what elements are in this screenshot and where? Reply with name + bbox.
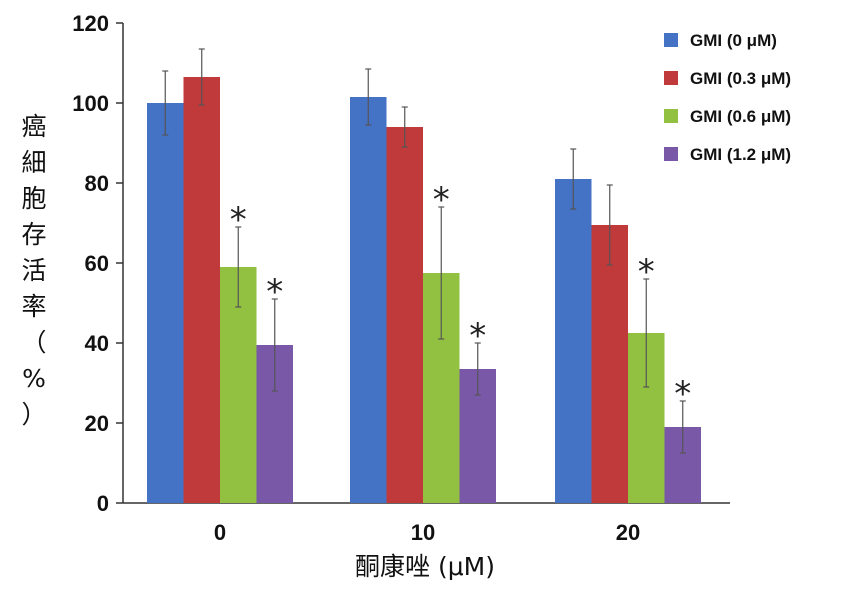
x-tick-label: 10 xyxy=(411,520,435,545)
legend-label: GMI (0.3 μM) xyxy=(690,69,791,88)
error-bars xyxy=(162,48,686,454)
bar xyxy=(386,127,423,503)
significance-star: * xyxy=(469,316,486,356)
y-axis-title-char: 存 xyxy=(21,220,46,249)
y-axis-title-char: ） xyxy=(21,400,46,429)
legend: GMI (0 μM) GMI (0.3 μM) GMI (0.6 μM) GMI (1… xyxy=(664,31,791,164)
y-tick-label: 40 xyxy=(85,331,109,356)
bars xyxy=(147,77,701,503)
legend-swatch xyxy=(664,109,678,123)
significance-markers: * * * * * * xyxy=(230,180,692,414)
bar xyxy=(591,225,628,503)
bar xyxy=(350,97,387,503)
bar xyxy=(147,103,184,503)
x-tick-label: 0 xyxy=(214,520,226,545)
y-axis-title-char: 活 xyxy=(21,256,46,285)
significance-star: * xyxy=(230,200,247,240)
y-axis-title-char: 癌 xyxy=(21,112,46,141)
y-axis-title-char: 細 xyxy=(21,148,46,177)
legend-label: GMI (1.2 μM) xyxy=(690,145,791,164)
y-tick-label: 20 xyxy=(85,411,109,436)
legend-label: GMI (0 μM) xyxy=(690,31,777,50)
x-tick-label: 20 xyxy=(616,520,640,545)
axes: 0 20 40 60 80 100 120 0 10 20 xyxy=(72,11,730,545)
y-tick-label: 60 xyxy=(85,251,109,276)
y-tick-label: 80 xyxy=(85,171,109,196)
y-axis-title-char: 胞 xyxy=(21,184,46,213)
legend-swatch xyxy=(664,147,678,161)
bar xyxy=(183,77,220,503)
significance-star: * xyxy=(674,374,691,414)
significance-star: * xyxy=(433,180,450,220)
y-axis-title-char: （ xyxy=(21,328,46,357)
y-tick-label: 120 xyxy=(72,11,109,36)
significance-star: * xyxy=(638,252,655,292)
x-axis-title: 酮康唑 (μM) xyxy=(355,552,495,581)
y-axis-title-char: % xyxy=(22,364,46,393)
legend-swatch xyxy=(664,71,678,85)
y-tick-label: 0 xyxy=(97,491,109,516)
significance-star: * xyxy=(266,272,283,312)
legend-label: GMI (0.6 μM) xyxy=(690,107,791,126)
legend-swatch xyxy=(664,33,678,47)
y-axis-title-char: 率 xyxy=(21,292,46,321)
y-tick-label: 100 xyxy=(72,91,109,116)
bar xyxy=(555,179,592,503)
